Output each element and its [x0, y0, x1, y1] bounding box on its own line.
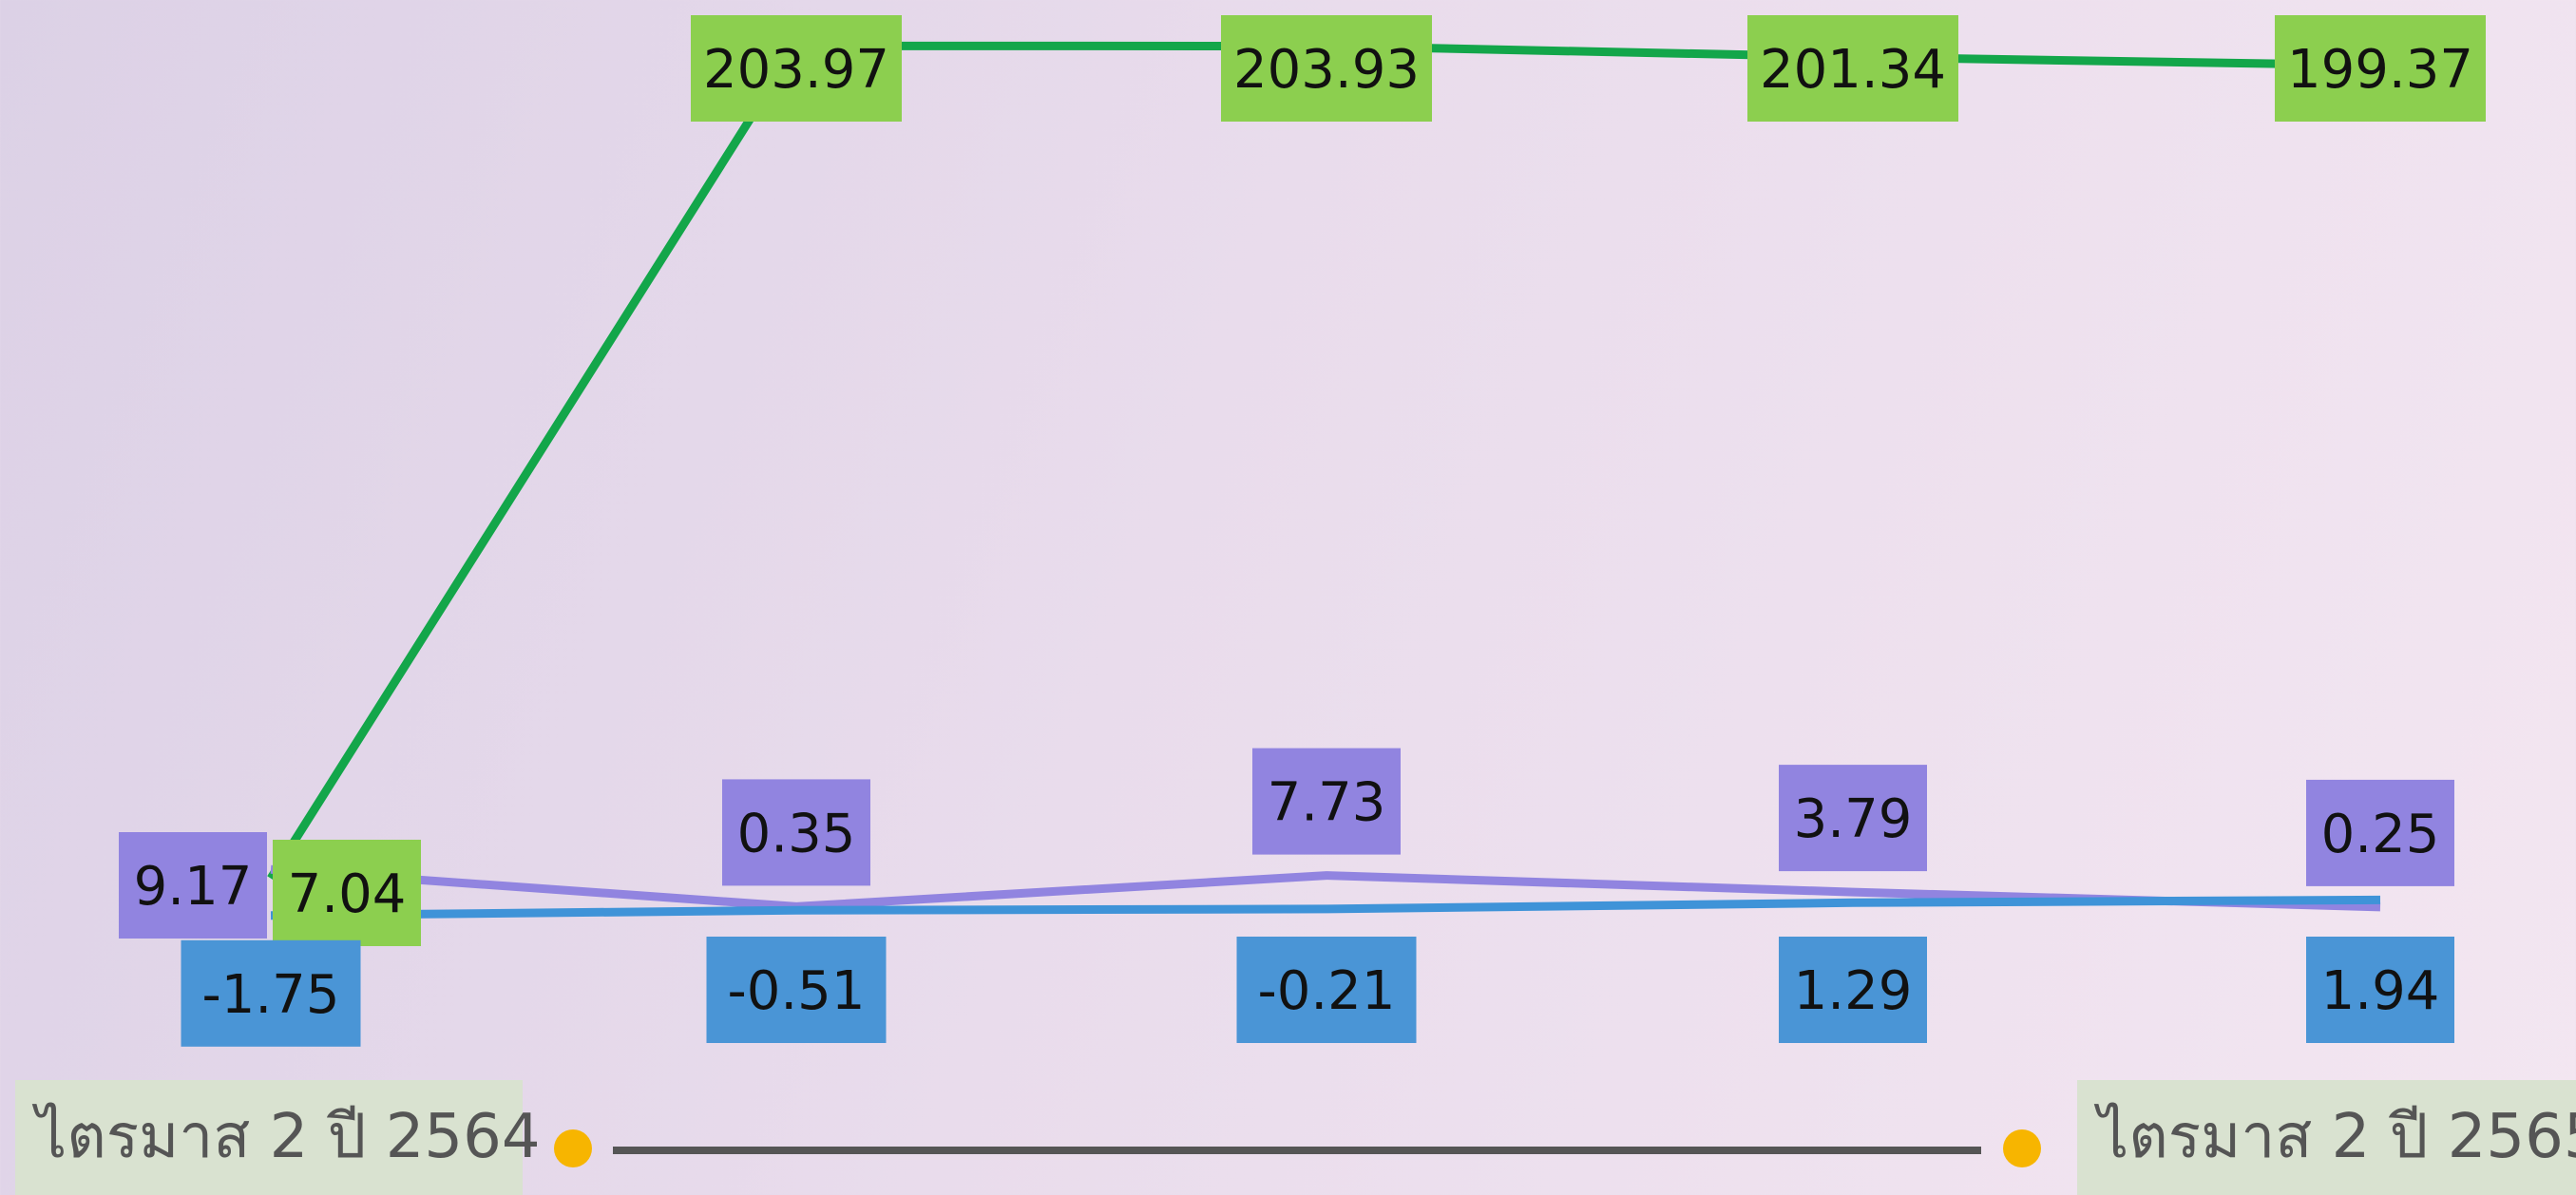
data-label-text: -0.21: [1258, 960, 1396, 1022]
data-label: 7.73: [1252, 748, 1401, 855]
data-label: -0.51: [706, 937, 887, 1043]
data-label: 0.35: [722, 779, 870, 886]
data-label-text: 1.29: [1794, 960, 1913, 1022]
data-label-box: [706, 937, 887, 1043]
data-label: 0.25: [2306, 779, 2454, 886]
data-label-box: [1747, 15, 1958, 122]
data-label-text: 203.93: [1233, 39, 1420, 101]
data-label-text: 7.04: [288, 863, 407, 925]
period-end-label: ไตรมาส 2 ปี 2565: [2077, 1080, 2576, 1195]
data-label-text: 0.25: [2321, 804, 2440, 865]
data-label: 201.34: [1747, 15, 1958, 122]
data-label: 7.04: [273, 840, 421, 946]
data-label-box: [1252, 748, 1401, 855]
data-label-box: [1236, 937, 1417, 1043]
data-label: 203.93: [1221, 15, 1432, 122]
timeline-start-marker: [554, 1129, 592, 1167]
data-label-text: 199.37: [2287, 39, 2473, 101]
data-label-box: [722, 779, 870, 886]
data-label-text: 3.79: [1794, 788, 1913, 850]
data-label-text: 0.35: [737, 803, 856, 864]
data-labels: 7.04 203.97 203.93 201.34 199.37 9.17 0.35 7.73…: [119, 15, 2486, 1047]
data-label: 1.29: [1779, 937, 1927, 1043]
data-label-box: [2306, 779, 2454, 886]
series-line-2: [270, 895, 2381, 920]
data-label: -1.75: [181, 939, 361, 1047]
data-label-box: [2275, 15, 2486, 122]
data-label-box: [273, 840, 421, 946]
data-label-text: -0.51: [728, 960, 866, 1022]
data-label-box: [1779, 765, 1927, 872]
data-label: 1.94: [2306, 937, 2454, 1043]
series-line-1: [270, 864, 2381, 912]
data-label-text: -1.75: [202, 964, 340, 1026]
timeline: [554, 1129, 2041, 1167]
data-label: 203.97: [691, 15, 902, 122]
data-label-box: [181, 939, 361, 1047]
data-label: 3.79: [1779, 765, 1927, 872]
data-label-box: [1779, 937, 1927, 1043]
data-label: 9.17: [119, 832, 267, 939]
data-label-box: [1221, 15, 1432, 122]
data-label: 199.37: [2275, 15, 2486, 122]
data-label-box: [2306, 937, 2454, 1043]
data-label-box: [691, 15, 902, 122]
data-label-box: [119, 832, 267, 939]
data-label-text: 9.17: [134, 856, 253, 918]
data-label-text: 7.73: [1268, 772, 1386, 834]
data-label-text: 1.94: [2321, 960, 2440, 1022]
data-label-text: 203.97: [703, 39, 889, 101]
period-start-label: ไตรมาส 2 ปี 2564: [15, 1080, 541, 1195]
data-label-text: 201.34: [1760, 39, 1946, 101]
data-label: -0.21: [1236, 937, 1417, 1043]
timeline-end-marker: [2003, 1129, 2041, 1167]
